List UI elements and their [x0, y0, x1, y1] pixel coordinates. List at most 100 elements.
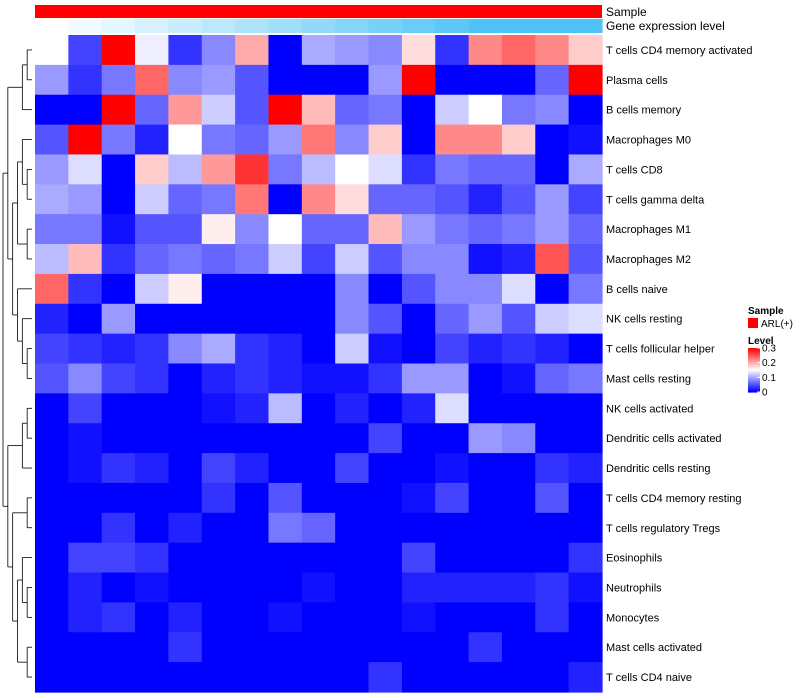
expression-annotation-cell [68, 19, 103, 33]
legend-sample-title: Sample [748, 306, 784, 317]
heatmap-cell [201, 124, 236, 156]
heatmap-cell [168, 602, 203, 633]
heatmap-cell [335, 64, 370, 96]
heatmap-cell [401, 572, 436, 604]
heatmap-cell [301, 333, 336, 365]
row-label: Mast cells resting [606, 373, 691, 385]
heatmap-cell [368, 94, 403, 126]
heatmap-cell [268, 363, 303, 394]
heatmap-cell [268, 303, 303, 335]
expression-annotation-cell [468, 19, 503, 33]
heatmap-cell [268, 482, 303, 514]
heatmap-cell [168, 453, 203, 484]
heatmap-cell [401, 244, 436, 275]
heatmap-cell [135, 35, 170, 66]
expression-annotation-cell [401, 19, 436, 33]
heatmap-cell [335, 124, 370, 156]
heatmap-cell [168, 363, 203, 394]
legend-colorbar-segment [748, 386, 760, 388]
heatmap-cell [68, 482, 103, 514]
heatmap-cell [68, 303, 103, 335]
heatmap-cell [101, 602, 136, 633]
heatmap-cell [568, 333, 603, 365]
heatmap-cell [535, 214, 570, 245]
heatmap-cell [135, 423, 170, 454]
heatmap-cell [35, 662, 69, 693]
row-label: Dendritic cells activated [606, 433, 722, 445]
heatmap-cell [201, 244, 236, 275]
heatmap-cell [501, 632, 536, 663]
legend-colorbar-segment [748, 351, 760, 353]
heatmap-cell [301, 244, 336, 275]
heatmap-cell [301, 572, 336, 604]
heatmap-cell [368, 482, 403, 514]
heatmap-cell [101, 273, 136, 305]
heatmap-cell [435, 35, 470, 66]
heatmap-cell [368, 303, 403, 335]
heatmap-cell [68, 64, 103, 96]
heatmap-cell [501, 303, 536, 335]
heatmap-cell [168, 303, 203, 335]
heatmap-cell [35, 64, 69, 96]
row-label: Macrophages M1 [606, 224, 691, 236]
heatmap-cell [368, 154, 403, 185]
expression-annotation-cell [35, 19, 69, 33]
heatmap-cell [535, 363, 570, 394]
heatmap-cell [35, 214, 69, 245]
heatmap-cell [468, 333, 503, 365]
heatmap-cell [68, 423, 103, 454]
heatmap-cell [368, 363, 403, 394]
heatmap-cell [201, 662, 236, 693]
heatmap-cell [35, 482, 69, 514]
heatmap-cell [335, 154, 370, 185]
heatmap-cell [35, 184, 69, 215]
heatmap-cell [435, 214, 470, 245]
legend-colorbar-segment [748, 385, 760, 387]
heatmap-cell [301, 94, 336, 126]
row-label: T cells follicular helper [606, 344, 715, 356]
heatmap-cell [201, 94, 236, 126]
heatmap-cell [35, 124, 69, 156]
heatmap-cell [335, 542, 370, 574]
heatmap-cell [201, 572, 236, 604]
heatmap-cell [168, 423, 203, 454]
heatmap-cell [268, 662, 303, 693]
heatmap-cell [435, 184, 470, 215]
heatmap-cell [168, 64, 203, 96]
heatmap-cell [135, 333, 170, 365]
heatmap-cell [268, 64, 303, 96]
legend-colorbar-segment [748, 355, 760, 357]
heatmap-cell [301, 154, 336, 185]
heatmap-cell [501, 64, 536, 96]
heatmap-cell [401, 94, 436, 126]
heatmap-cell [235, 303, 270, 335]
heatmap-cell [435, 512, 470, 544]
heatmap-cell [501, 423, 536, 454]
heatmap-cell [101, 632, 136, 663]
legend-colorbar-segment [748, 365, 760, 367]
heatmap-cell [101, 363, 136, 394]
heatmap-cell [368, 214, 403, 245]
heatmap-cell [235, 124, 270, 156]
heatmap-cell [101, 572, 136, 604]
heatmap-cell [135, 64, 170, 96]
legend-colorbar-segment [748, 372, 760, 374]
heatmap-cell [401, 512, 436, 544]
heatmap-cell [201, 214, 236, 245]
heatmap-cell [568, 363, 603, 394]
heatmap-cell [568, 273, 603, 305]
heatmap-cell [168, 512, 203, 544]
heatmap-cell [535, 64, 570, 96]
row-labels: T cells CD4 memory activated Plasma cells… [606, 45, 753, 684]
heatmap-cell [135, 154, 170, 185]
heatmap-cell [68, 602, 103, 633]
expression-annotation-cell [135, 19, 170, 33]
legend-colorbar-segment [748, 377, 760, 379]
heatmap-cell [168, 184, 203, 215]
heatmap-cell [368, 273, 403, 305]
heatmap-cell [568, 184, 603, 215]
heatmap-cell [468, 662, 503, 693]
heatmap-cell [568, 303, 603, 335]
